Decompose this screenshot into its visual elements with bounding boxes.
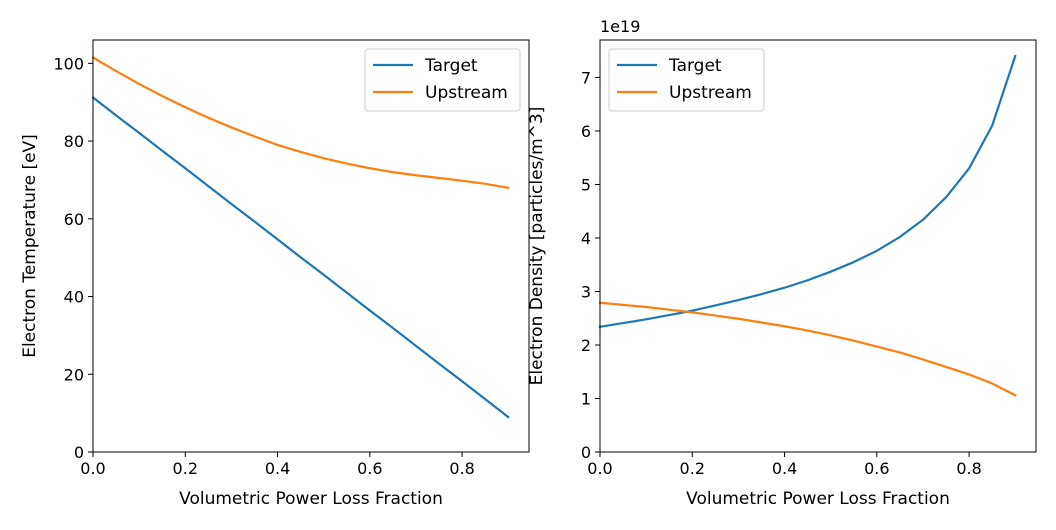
temperature-panel: 0.0 0.2 0.4 0.6 0.8 0 20 40 60 80 100 Volumetric Po… — [20, 39, 530, 509]
temperature-series-target-line — [91, 95, 510, 419]
density-y-tick-label: 7 — [581, 68, 591, 87]
density-y-tick-label: 2 — [581, 336, 591, 355]
temperature-y-tick-label: 20 — [64, 365, 84, 384]
density-panel: 0.0 0.2 0.4 0.6 0.8 0 1 2 3 4 5 6 7 Volumetric Power … — [527, 17, 1037, 509]
temperature-y-tick-label: 60 — [64, 210, 84, 229]
density-legend-label-upstream: Upstream — [669, 83, 752, 103]
temperature-y-tick-label: 80 — [64, 132, 84, 151]
density-y-tick-label: 1 — [581, 389, 591, 408]
temperature-axes-frame — [92, 39, 530, 453]
density-x-tick-label: 0.2 — [680, 459, 705, 478]
density-legend: Target Upstream — [608, 48, 765, 112]
temperature-y-tick-label: 0 — [74, 443, 84, 462]
density-series-target-line — [598, 54, 1017, 329]
density-x-tick-label: 0.4 — [772, 459, 797, 478]
density-x-tick-label: 0.8 — [956, 459, 981, 478]
density-y-tick-label: 4 — [581, 229, 591, 248]
temperature-x-tick-label: 0.2 — [173, 459, 198, 478]
temperature-y-tick-label: 40 — [64, 288, 84, 307]
temperature-legend-label-upstream: Upstream — [425, 83, 508, 103]
density-x-tick-label: 0.0 — [587, 459, 612, 478]
temperature-y-tick-label: 100 — [53, 54, 84, 73]
density-x-axis-label: Volumetric Power Loss Fraction — [686, 489, 950, 509]
density-y-tick-label: 5 — [581, 175, 591, 194]
temperature-legend-label-target: Target — [424, 56, 478, 76]
temperature-series-upstream-line — [91, 55, 510, 189]
temperature-x-axis-label: Volumetric Power Loss Fraction — [179, 489, 443, 509]
temperature-x-tick-label: 0.6 — [357, 459, 382, 478]
density-y-tick-label: 6 — [581, 122, 591, 141]
density-y-axis-label: Electron Density [particles/m^3] — [527, 107, 547, 386]
density-y-tick-label: 3 — [581, 282, 591, 301]
density-legend-label-target: Target — [668, 56, 722, 76]
density-series-upstream-line — [598, 301, 1017, 397]
density-x-tick-label: 0.6 — [864, 459, 889, 478]
temperature-x-tick-label: 0.8 — [449, 459, 474, 478]
density-offset-text: 1e19 — [600, 17, 640, 36]
temperature-x-tick-label: 0.0 — [80, 459, 105, 478]
density-y-tick-label: 0 — [581, 443, 591, 462]
temperature-legend: Target Upstream — [364, 48, 521, 112]
temperature-x-tick-label: 0.4 — [265, 459, 290, 478]
density-axes-frame — [599, 39, 1037, 453]
temperature-y-axis-label: Electron Temperature [eV] — [20, 134, 40, 358]
